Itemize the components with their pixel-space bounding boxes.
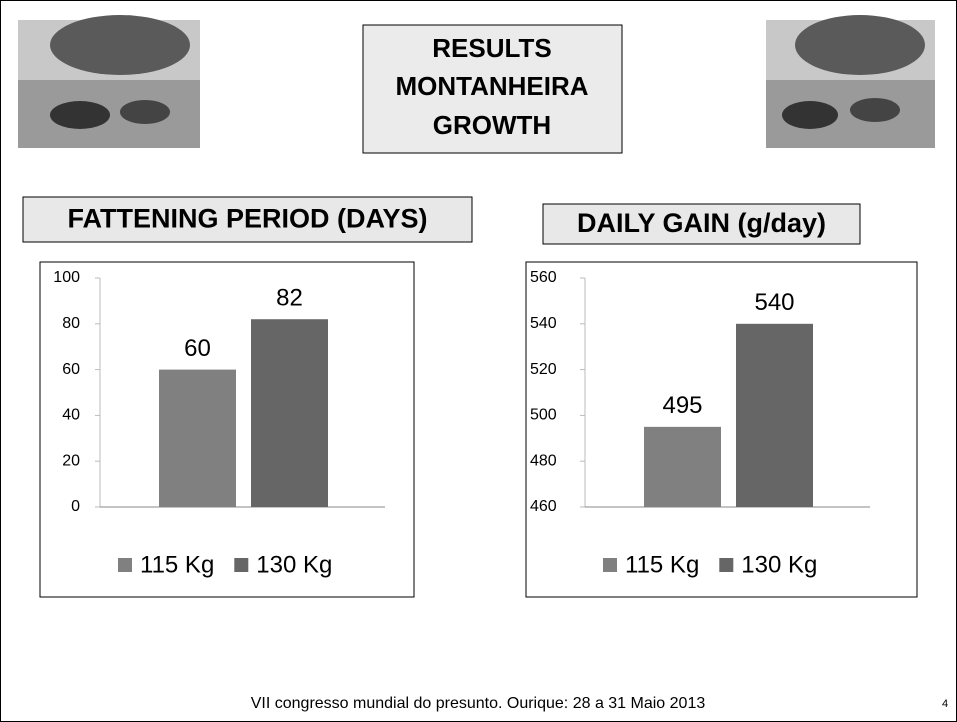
- y-tick-label: 500: [530, 407, 557, 424]
- y-tick-label: 0: [71, 498, 80, 515]
- y-tick-label: 80: [62, 315, 80, 332]
- y-tick-label: 560: [530, 269, 557, 286]
- legend-label: 130 Kg: [741, 551, 817, 578]
- footer: VII congresso mundial do presunto. Ouriq…: [251, 695, 706, 712]
- slide: RESULTS MONTANHEIRA GROWTH VII congresso…: [0, 0, 957, 722]
- data-label: 82: [276, 285, 303, 312]
- y-tick-label: 540: [530, 315, 557, 332]
- legend-label: 130 Kg: [256, 551, 332, 578]
- legend-swatch: [234, 558, 248, 572]
- bar: [159, 370, 236, 507]
- bar: [644, 427, 721, 507]
- page-number: 4: [942, 698, 948, 710]
- legend-swatch: [719, 558, 733, 572]
- y-tick-label: 480: [530, 452, 557, 469]
- y-tick-label: 460: [530, 498, 557, 515]
- y-tick-label: 40: [62, 407, 80, 424]
- slide-title: GROWTH: [433, 110, 551, 140]
- data-label: 495: [662, 392, 702, 419]
- y-tick-label: 520: [530, 361, 557, 378]
- bar: [736, 324, 813, 507]
- slide-title: RESULTS: [432, 33, 551, 63]
- legend-label: 115 Kg: [625, 551, 699, 578]
- legend-swatch: [603, 558, 617, 572]
- y-tick-label: 20: [62, 452, 80, 469]
- chart-title: FATTENING PERIOD (DAYS): [67, 204, 427, 234]
- slide-title: MONTANHEIRA: [395, 71, 588, 101]
- legend-swatch: [118, 558, 132, 572]
- bar: [251, 319, 328, 507]
- data-label: 60: [184, 335, 211, 362]
- photo: [18, 15, 200, 148]
- photo: [766, 15, 935, 148]
- y-tick-label: 60: [62, 361, 80, 378]
- data-label: 540: [754, 289, 794, 316]
- legend-label: 115 Kg: [140, 551, 214, 578]
- chart-title: DAILY GAIN (g/day): [577, 208, 826, 238]
- page: RESULTS MONTANHEIRA GROWTH VII congresso…: [0, 0, 957, 722]
- y-tick-label: 100: [53, 269, 80, 286]
